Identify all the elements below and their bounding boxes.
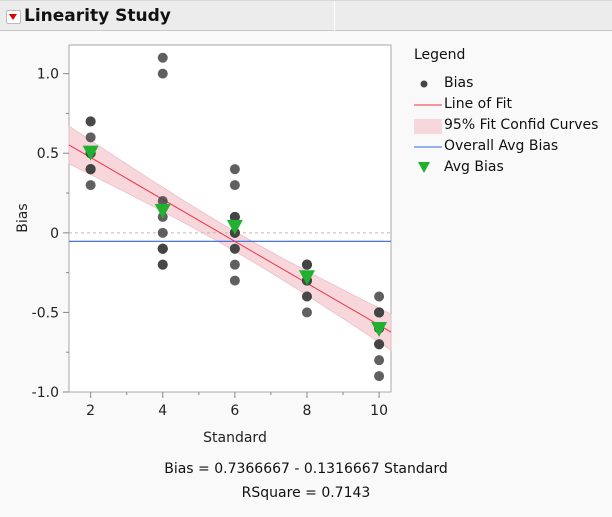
bias-point — [229, 275, 240, 286]
y-tick-label: -1.0 — [32, 385, 59, 401]
bias-point — [157, 52, 168, 63]
rsquare: RSquare = 0.7143 — [241, 485, 371, 501]
bias-point — [374, 291, 385, 302]
bias-point — [374, 355, 385, 366]
bias-point — [157, 68, 168, 79]
legend-item-overall: Overall Avg Bias — [444, 138, 559, 154]
disclosure-menu-icon[interactable] — [6, 10, 21, 24]
bias-point — [85, 116, 96, 127]
bias-point — [301, 291, 312, 302]
bias-point — [157, 259, 168, 270]
bias-point — [157, 227, 168, 238]
avg-bias-marker — [226, 219, 243, 235]
bias-point — [85, 164, 96, 175]
x-tick-label: 4 — [158, 403, 167, 419]
legend-item-avg: Avg Bias — [444, 159, 504, 175]
y-axis-label: Bias — [15, 203, 31, 232]
y-tick-label: -0.5 — [32, 305, 59, 321]
bias-point — [85, 132, 96, 143]
bias-point — [301, 259, 312, 270]
bias-point — [229, 211, 240, 222]
x-tick-label: 10 — [370, 403, 388, 419]
bias-point — [374, 307, 385, 318]
avg-bias-marker — [82, 145, 99, 161]
bias-point — [157, 195, 168, 206]
bias-point — [157, 243, 168, 254]
plot-frame — [68, 44, 392, 393]
y-tick-label: 0.5 — [37, 146, 59, 162]
report-title: Linearity Study — [24, 6, 171, 26]
legend-item-band: 95% Fit Confid Curves — [444, 117, 599, 133]
y-tick-label: 1.0 — [37, 67, 59, 83]
legend-title: Legend — [414, 47, 466, 63]
bias-point — [374, 339, 385, 350]
x-tick-label: 2 — [86, 403, 95, 419]
legend-item-bias: Bias — [444, 75, 474, 91]
header-divider — [334, 1, 335, 32]
bias-point — [301, 307, 312, 318]
bias-point — [229, 243, 240, 254]
avg-bias-marker — [154, 203, 171, 219]
legend-item-fit: Line of Fit — [444, 96, 512, 112]
bias-point — [229, 259, 240, 270]
x-axis-label: Standard — [203, 430, 267, 446]
y-tick-label: 0 — [50, 226, 59, 242]
avg-bias-marker — [298, 270, 315, 286]
x-tick-label: 6 — [230, 403, 239, 419]
bias-point — [229, 180, 240, 191]
x-tick-label: 8 — [303, 403, 312, 419]
report-header: Linearity Study — [0, 0, 612, 32]
bias-point — [229, 164, 240, 175]
bias-point — [85, 180, 96, 191]
fit-line — [68, 144, 392, 333]
fit-equation: Bias = 0.7366667 - 0.1316667 Standard — [164, 461, 448, 477]
bias-point — [374, 371, 385, 382]
avg-bias-marker — [371, 321, 388, 337]
